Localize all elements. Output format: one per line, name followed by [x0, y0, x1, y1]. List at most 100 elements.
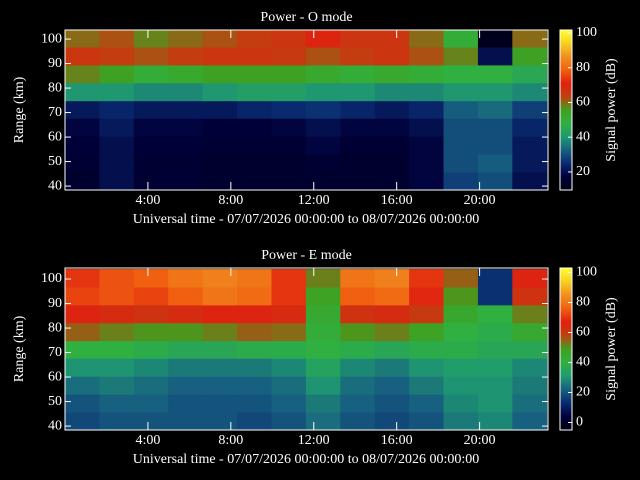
heat-cell	[271, 64, 307, 84]
heat-cell	[99, 269, 135, 288]
heat-cell	[202, 286, 238, 306]
heat-cell	[305, 269, 341, 288]
heat-cell	[409, 340, 445, 359]
heat-cell	[374, 171, 410, 190]
heat-cell	[409, 286, 445, 306]
y-tick-label: 50	[48, 154, 62, 169]
heat-cell	[237, 286, 272, 306]
x-tick-label: 12:00	[298, 433, 330, 448]
heat-cell	[168, 64, 204, 84]
heat-cell	[237, 136, 272, 155]
heat-cell	[271, 394, 307, 413]
heat-cell	[305, 340, 341, 359]
heat-cell	[271, 286, 307, 306]
heat-cell	[477, 286, 513, 306]
heat-cell	[340, 154, 376, 173]
heat-cell	[512, 64, 548, 84]
heat-cell	[133, 340, 169, 359]
x-tick-label: 16:00	[381, 193, 413, 208]
y-tick-label: 80	[48, 80, 62, 95]
heat-cell	[409, 118, 445, 137]
heat-cell	[237, 30, 272, 48]
heat-cell	[305, 286, 341, 306]
chart-title: Power - E mode	[261, 248, 352, 263]
heat-cell	[374, 322, 410, 342]
heat-cell	[133, 136, 169, 155]
heat-cell	[133, 358, 169, 377]
y-tick-label: 40	[48, 418, 62, 433]
heat-cell	[340, 171, 376, 190]
heat-cell	[512, 340, 548, 359]
heat-cell	[477, 411, 513, 430]
heat-cell	[99, 394, 135, 413]
heat-cell	[443, 286, 479, 306]
colorbar-tick-label: 60	[576, 95, 590, 110]
heat-cell	[305, 411, 341, 430]
heat-cell	[168, 376, 204, 395]
heat-cell	[443, 64, 479, 84]
heat-cell	[409, 304, 445, 324]
heat-cell	[512, 30, 548, 48]
y-tick-label: 80	[48, 320, 62, 335]
heat-cell	[305, 30, 341, 48]
heat-cell	[202, 269, 238, 288]
heat-cell	[340, 118, 376, 137]
heat-cell	[374, 411, 410, 430]
heat-cell	[374, 358, 410, 377]
colorbar-tick-label: 40	[576, 129, 590, 144]
chart-title: Power - O mode	[260, 10, 352, 25]
heat-cell	[202, 411, 238, 430]
heat-cell	[99, 136, 135, 155]
heat-cell	[168, 30, 204, 48]
heat-cell	[168, 304, 204, 324]
heat-cell	[133, 118, 169, 137]
heat-cell	[133, 154, 169, 173]
heat-cell	[409, 269, 445, 288]
heat-cell	[374, 376, 410, 395]
heat-cell	[271, 118, 307, 137]
heat-cell	[99, 64, 135, 84]
heat-cell	[133, 64, 169, 84]
plot-frame	[64, 29, 549, 191]
heat-cell	[374, 304, 410, 324]
heat-cell	[443, 376, 479, 395]
heat-cell	[512, 118, 548, 137]
heat-cell	[99, 100, 135, 119]
heat-cell	[168, 340, 204, 359]
heat-cell	[512, 322, 548, 342]
x-tick-label: 12:00	[298, 193, 330, 208]
heat-cell	[271, 100, 307, 119]
heat-cell	[202, 340, 238, 359]
heat-cell	[65, 171, 100, 190]
heat-cell	[202, 154, 238, 173]
cells	[65, 269, 548, 430]
colorbar-label: Signal power (dB)	[604, 297, 619, 401]
plot-frame	[64, 267, 549, 431]
heat-cell	[271, 358, 307, 377]
colorbar-tick-label: 60	[576, 325, 590, 340]
y-tick-label: 90	[48, 56, 62, 71]
y-tick-label: 100	[41, 271, 62, 286]
colorbar-tick-label: 100	[576, 265, 597, 280]
heat-cell	[477, 47, 513, 66]
x-tick-label: 8:00	[218, 433, 243, 448]
heat-cell	[271, 269, 307, 288]
heat-cell	[374, 286, 410, 306]
heat-cell	[443, 171, 479, 190]
heat-cell	[237, 64, 272, 84]
heat-cell	[340, 64, 376, 84]
heat-cell	[202, 64, 238, 84]
heat-cell	[168, 322, 204, 342]
heat-cell	[477, 136, 513, 155]
y-tick-label: 50	[48, 394, 62, 409]
heat-cell	[512, 304, 548, 324]
heat-cell	[374, 118, 410, 137]
heat-cell	[374, 269, 410, 288]
heat-cell	[133, 30, 169, 48]
colorbar-tick-label: 40	[576, 355, 590, 370]
heat-cell	[374, 47, 410, 66]
heat-cell	[409, 376, 445, 395]
heat-cell	[374, 136, 410, 155]
heat-cell	[409, 47, 445, 66]
heat-cell	[168, 269, 204, 288]
